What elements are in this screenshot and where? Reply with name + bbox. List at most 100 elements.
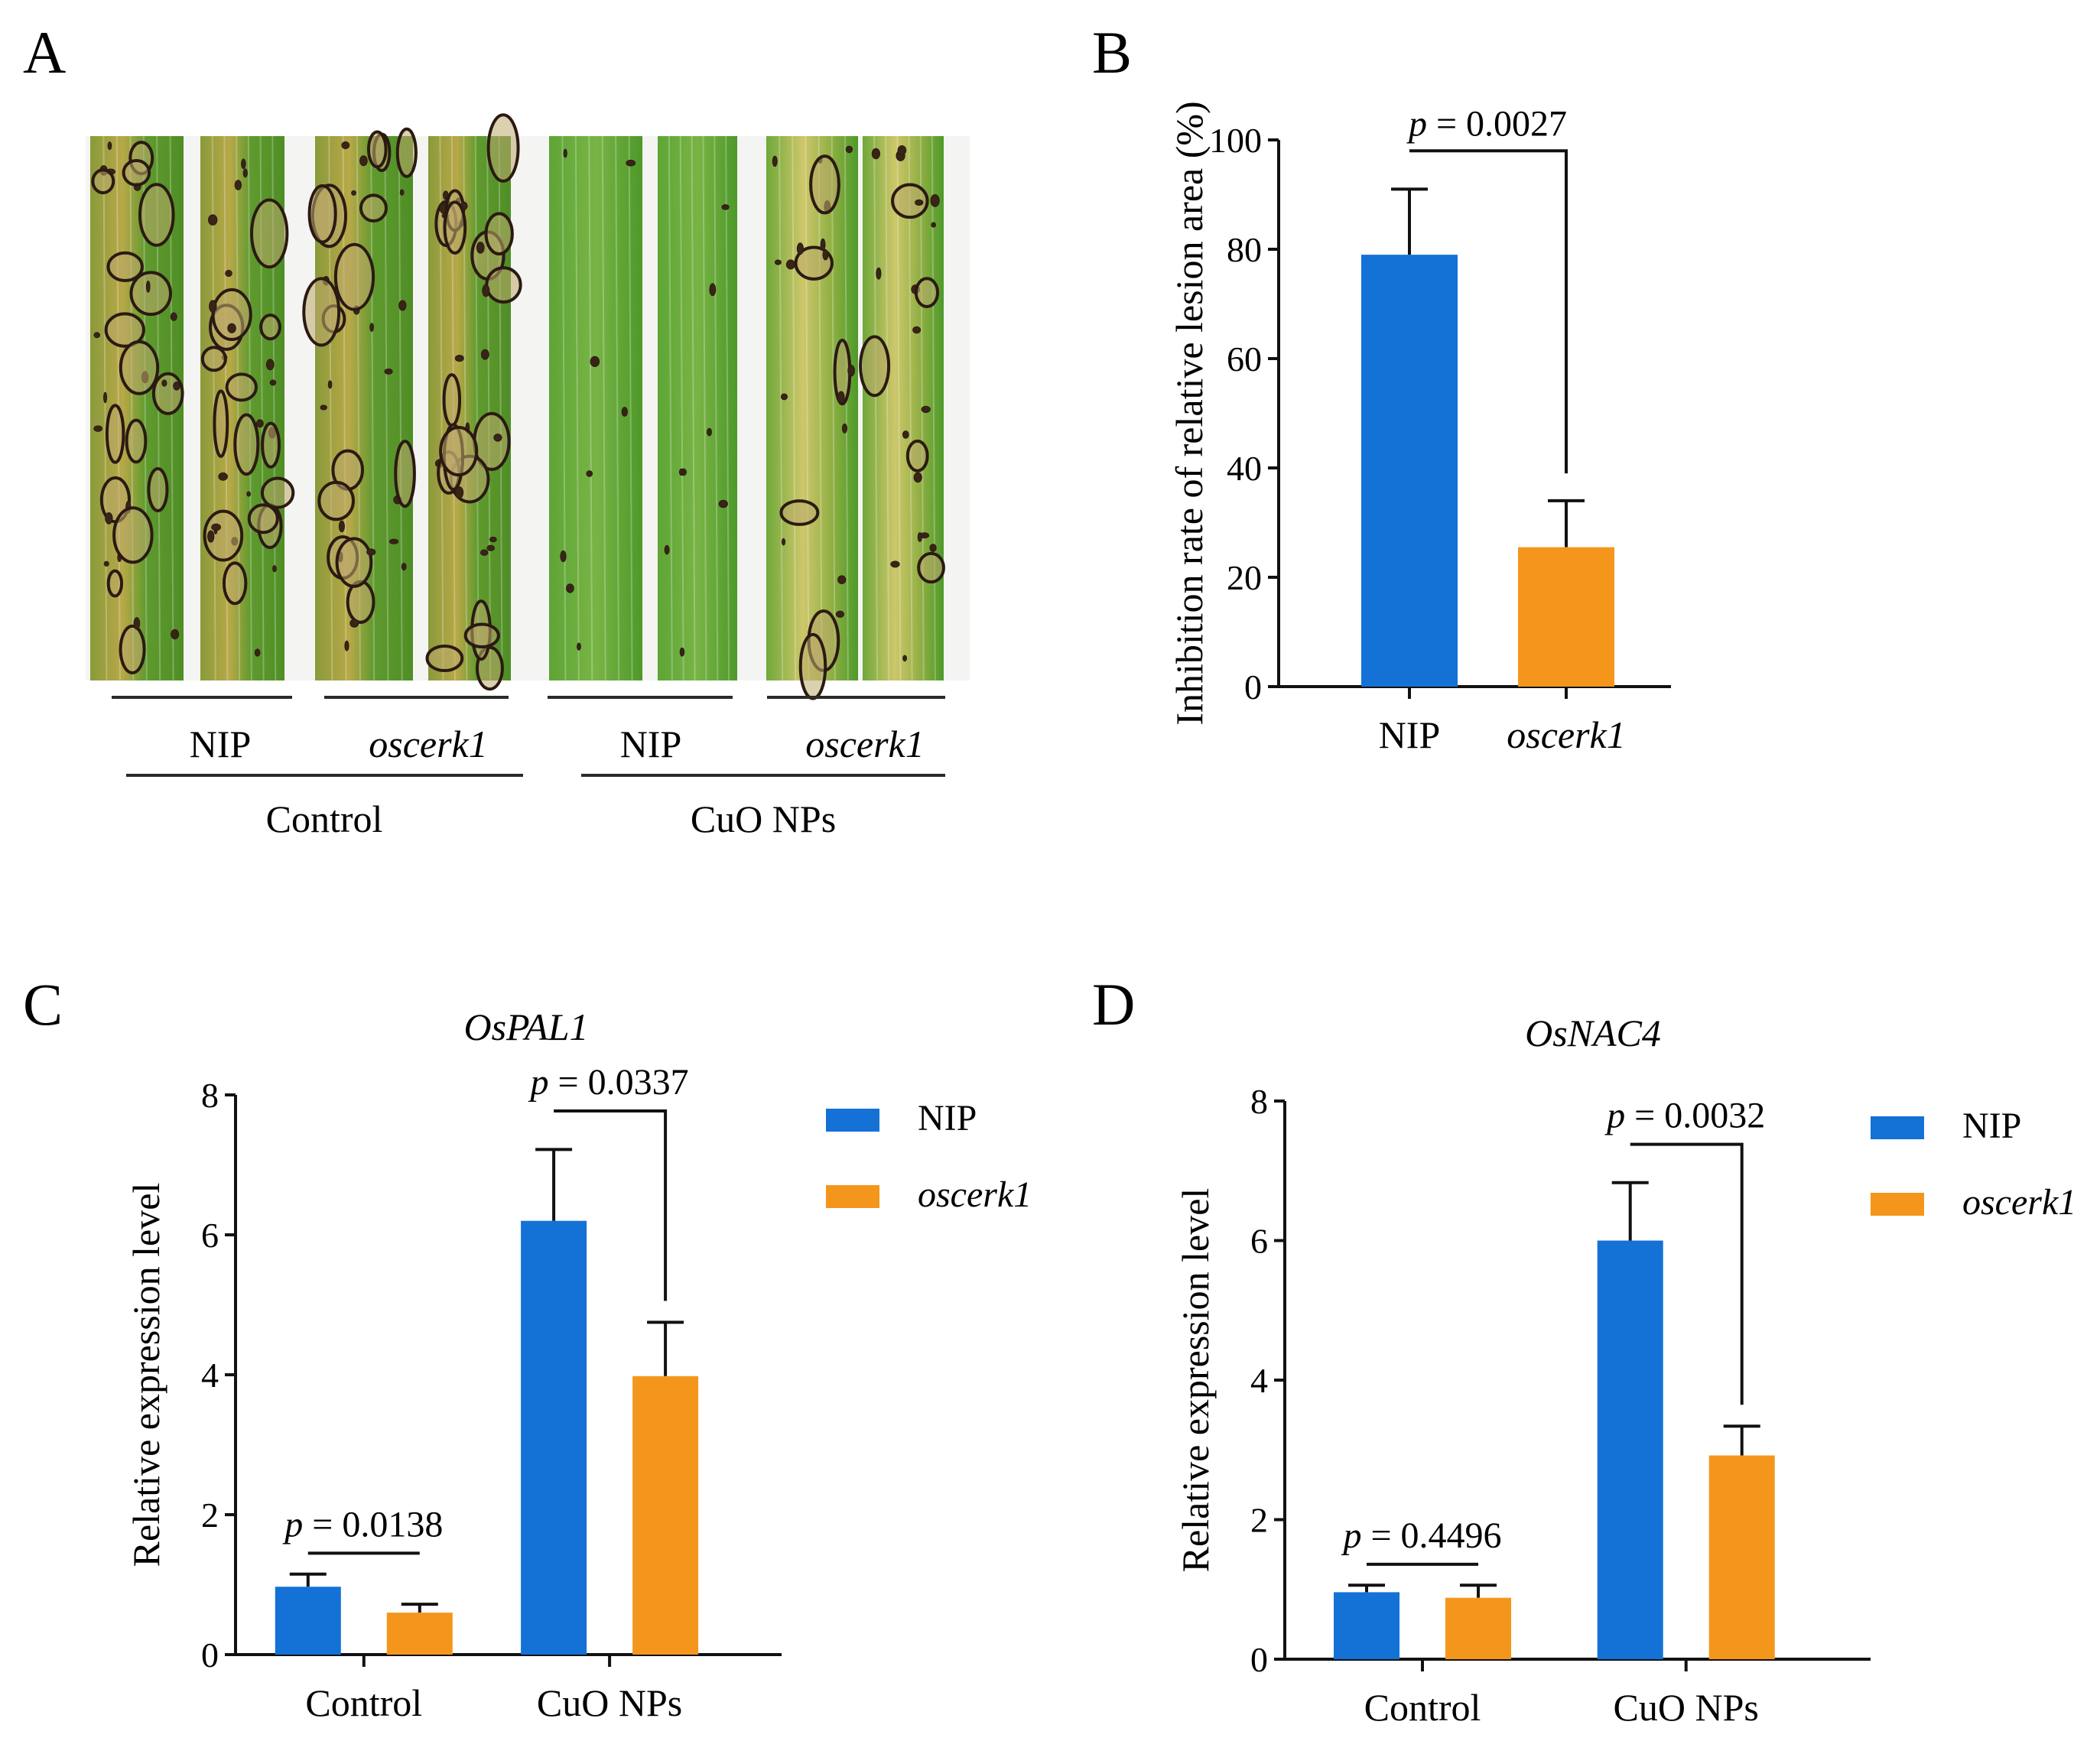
bar-NIP-CuO NPs bbox=[1597, 1240, 1663, 1659]
lesion bbox=[369, 323, 374, 332]
lesion bbox=[480, 349, 489, 360]
leaf-vein bbox=[885, 135, 890, 681]
chart-d: 0 2 4 6 8 Relative expression level OsNAC4 Cont… bbox=[1174, 1012, 2076, 1729]
legend-label-oscerk1: oscerk1 bbox=[918, 1174, 1032, 1215]
lesion bbox=[209, 300, 217, 313]
lesion bbox=[837, 575, 847, 584]
y-axis-title: Relative expression level bbox=[125, 1183, 167, 1567]
y-tick-label: 4 bbox=[201, 1356, 219, 1395]
lesion bbox=[476, 242, 485, 254]
lesion bbox=[718, 499, 728, 508]
leaf-vein bbox=[588, 135, 593, 681]
y-tick-label: 2 bbox=[1250, 1501, 1268, 1540]
lesion bbox=[133, 617, 141, 630]
lesion bbox=[876, 267, 882, 280]
lesion bbox=[307, 184, 337, 244]
lesion bbox=[845, 145, 853, 154]
lesion bbox=[929, 544, 937, 552]
leaf-vein bbox=[908, 135, 913, 681]
treatment-label-cuo: CuO NPs bbox=[691, 797, 836, 840]
lesion bbox=[242, 168, 248, 178]
lesion bbox=[91, 168, 115, 195]
leaf-vein bbox=[691, 135, 696, 681]
lesion bbox=[359, 155, 368, 167]
lesion bbox=[246, 491, 251, 497]
lesion bbox=[105, 404, 125, 464]
x-tick-label: Control bbox=[1364, 1686, 1481, 1729]
lesion bbox=[359, 193, 388, 222]
lesion bbox=[218, 472, 228, 481]
lesion bbox=[173, 381, 180, 391]
lesion bbox=[272, 565, 277, 573]
lesion bbox=[233, 413, 260, 476]
lesion bbox=[200, 346, 227, 372]
lesion bbox=[254, 648, 261, 657]
leaf-vein bbox=[668, 135, 673, 681]
lesion bbox=[442, 373, 462, 427]
lesion bbox=[486, 113, 520, 183]
lesion bbox=[171, 629, 180, 640]
leaf-vein bbox=[818, 135, 823, 681]
lesion bbox=[93, 425, 103, 432]
lesion bbox=[930, 193, 940, 207]
y-tick-label: 0 bbox=[1250, 1640, 1268, 1679]
legend-label-oscerk1: oscerk1 bbox=[1962, 1182, 2076, 1223]
lesion bbox=[93, 332, 101, 339]
lesion bbox=[395, 127, 418, 178]
lesion bbox=[259, 313, 281, 341]
lesion bbox=[897, 145, 907, 155]
lesion bbox=[917, 532, 922, 542]
x-tick-label: CuO NPs bbox=[537, 1681, 682, 1724]
leaf-vein bbox=[398, 135, 403, 681]
lesion bbox=[366, 548, 376, 556]
lesion bbox=[781, 538, 786, 546]
lesion bbox=[679, 647, 685, 657]
lesion bbox=[917, 551, 945, 584]
leaf-vein bbox=[561, 135, 567, 681]
lesion bbox=[560, 550, 567, 563]
y-tick-label: 60 bbox=[1227, 339, 1262, 378]
lesion bbox=[122, 158, 151, 187]
lesion bbox=[439, 426, 479, 477]
y-tick-label: 80 bbox=[1227, 230, 1262, 269]
lesion bbox=[443, 200, 467, 255]
leaf-vein bbox=[129, 135, 135, 681]
lesion bbox=[227, 323, 236, 333]
lesion bbox=[234, 180, 242, 190]
x-tick-label: oscerk1 bbox=[1507, 713, 1626, 756]
lesion bbox=[785, 259, 795, 270]
leaf-vein bbox=[779, 135, 784, 681]
leaf-label-nip-cuo: NIP bbox=[620, 723, 682, 765]
lesion bbox=[119, 340, 160, 395]
lesion bbox=[119, 624, 146, 674]
p-value-label: p = 0.0337 bbox=[528, 1062, 689, 1103]
lesion bbox=[151, 372, 184, 415]
lesion bbox=[241, 158, 246, 170]
lesion bbox=[401, 563, 407, 571]
bar-oscerk1-CuO NPs bbox=[1708, 1455, 1775, 1659]
lesion bbox=[798, 632, 827, 700]
lesion bbox=[344, 640, 349, 651]
lesion bbox=[914, 277, 940, 308]
bar-oscerk1-Control bbox=[386, 1613, 453, 1655]
lesion bbox=[454, 355, 464, 362]
lesion bbox=[626, 159, 636, 167]
lesion bbox=[809, 154, 840, 215]
lesion bbox=[425, 644, 464, 673]
lesion bbox=[398, 300, 407, 311]
y-axis-title: Relative expression level bbox=[1174, 1188, 1217, 1573]
lesion bbox=[921, 405, 931, 414]
lesion bbox=[225, 372, 258, 402]
lesion bbox=[772, 155, 778, 167]
leaf-vein bbox=[247, 135, 252, 681]
lesion bbox=[707, 427, 713, 437]
lesion bbox=[129, 271, 172, 317]
lesion bbox=[902, 430, 909, 439]
lesion bbox=[341, 141, 350, 150]
lesion bbox=[147, 466, 169, 512]
lesion bbox=[351, 190, 357, 196]
lesion bbox=[912, 326, 922, 334]
lesion bbox=[678, 468, 684, 476]
leaf-vein bbox=[792, 135, 797, 681]
